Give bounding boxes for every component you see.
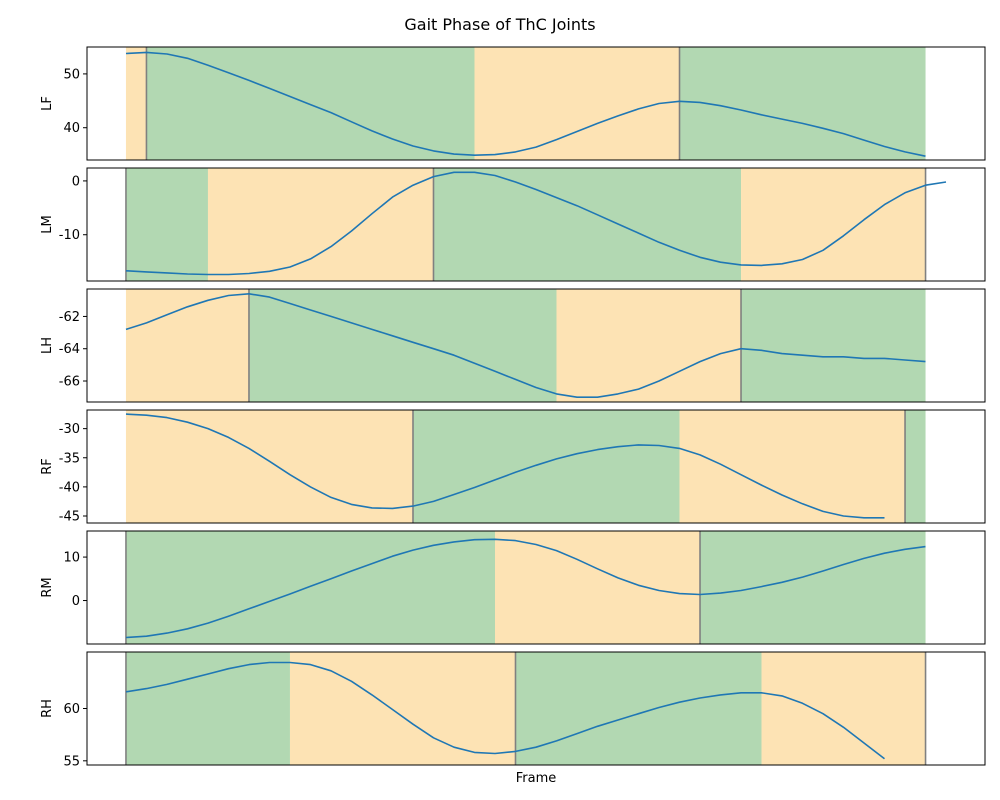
swing-phase-band xyxy=(207,168,434,281)
y-tick-label: 10 xyxy=(63,551,80,566)
series-line-rh xyxy=(125,661,885,760)
y-axis-label: LM xyxy=(40,215,55,233)
subplot-lh: -66 -64 -62 LH xyxy=(40,288,986,403)
y-tick-label: 55 xyxy=(63,754,80,769)
swing-phase-band xyxy=(125,410,413,523)
y-tick-label: -66 xyxy=(59,375,80,390)
y-axis-label: RF xyxy=(40,458,55,475)
y-axis-label: RM xyxy=(40,577,55,597)
y-tick-label: 0 xyxy=(72,174,80,189)
y-tick-label: 50 xyxy=(63,67,80,82)
axes-frame xyxy=(86,288,986,403)
stance-phase-band xyxy=(125,168,208,281)
series-line-rf xyxy=(125,413,885,519)
stance-phase-band xyxy=(700,531,926,644)
subplot-rf: -45 -40 -35 -30 RF xyxy=(40,409,986,525)
axes-frame xyxy=(86,409,986,524)
series-line-lh xyxy=(125,292,926,399)
stance-phase-band xyxy=(125,531,495,644)
swing-phase-band xyxy=(125,47,147,160)
y-tick-label: -45 xyxy=(59,510,80,525)
subplot-lf: 40 50 LF xyxy=(40,46,986,161)
stance-phase-band xyxy=(515,652,762,765)
chart-title: Gait Phase of ThC Joints xyxy=(404,15,595,34)
swing-phase-band xyxy=(556,289,742,402)
stance-phase-band xyxy=(433,168,742,281)
subplot-rm: 0 10 RM xyxy=(40,530,986,645)
swing-phase-band xyxy=(125,289,249,402)
subplot-panels: 40 50 LF -10 0 LM -66 -64 -62 LH -45 -40 -35 -30 RF 0 10… xyxy=(40,46,986,769)
stance-phase-band xyxy=(146,47,475,160)
swing-phase-band xyxy=(474,47,680,160)
y-tick-label: 40 xyxy=(63,121,80,136)
swing-phase-band xyxy=(679,410,906,523)
y-tick-label: -30 xyxy=(59,422,80,437)
stance-phase-band xyxy=(741,289,926,402)
y-axis-label: LH xyxy=(40,337,55,354)
axes-frame xyxy=(86,46,986,161)
y-tick-label: -35 xyxy=(59,451,80,466)
subplot-lm: -10 0 LM xyxy=(40,167,986,282)
series-line-lm xyxy=(125,171,947,276)
stance-phase-band xyxy=(248,289,557,402)
stance-phase-band xyxy=(125,652,290,765)
stance-phase-band xyxy=(679,47,926,160)
y-axis-label: LF xyxy=(40,96,55,111)
series-line-lf xyxy=(125,51,926,157)
series-line-rm xyxy=(125,538,926,639)
y-tick-label: 0 xyxy=(72,594,80,609)
swing-phase-band xyxy=(289,652,516,765)
x-axis-label: Frame xyxy=(516,771,557,786)
y-tick-label: -62 xyxy=(59,310,80,325)
swing-phase-band xyxy=(761,652,926,765)
axes-frame xyxy=(86,530,986,645)
swing-phase-band xyxy=(741,168,926,281)
y-axis-label: RH xyxy=(40,699,55,718)
y-tick-label: -64 xyxy=(59,342,80,357)
y-tick-label: -10 xyxy=(59,228,80,243)
subplot-rh: 55 60 RH xyxy=(40,651,986,769)
y-tick-label: 60 xyxy=(63,702,80,717)
stance-phase-band xyxy=(412,410,680,523)
y-tick-label: -40 xyxy=(59,480,80,495)
axes-frame xyxy=(86,167,986,282)
stance-phase-band xyxy=(905,410,926,523)
swing-phase-band xyxy=(494,531,701,644)
